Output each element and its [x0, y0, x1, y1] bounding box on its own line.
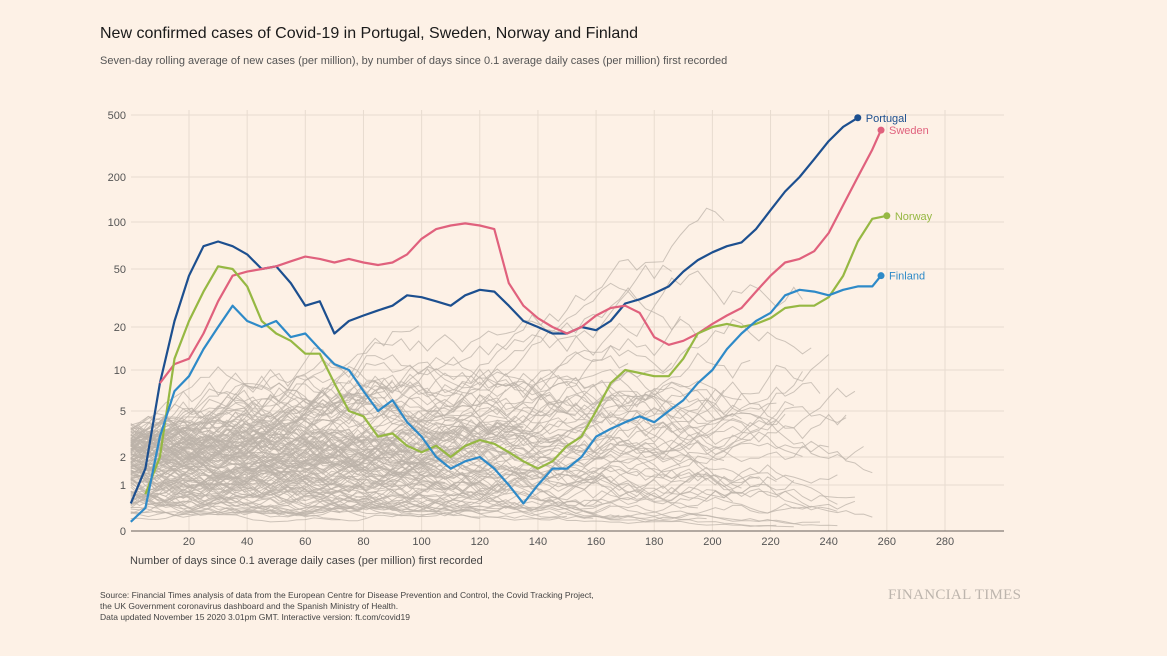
- other-country-line: [130, 316, 681, 460]
- series-label: Sweden: [889, 125, 929, 137]
- series-label: Portugal: [866, 113, 907, 125]
- other-country-line: [130, 431, 367, 463]
- series-end-marker: [883, 212, 891, 220]
- x-tick-label: 120: [471, 536, 489, 548]
- other-country-line: [130, 379, 358, 464]
- other-country-line: [130, 361, 707, 440]
- other-country-line: [130, 475, 795, 512]
- x-tick-label: 260: [878, 536, 896, 548]
- other-country-line: [130, 381, 821, 461]
- other-country-line: [130, 496, 611, 517]
- source-line: Source: Financial Times analysis of data…: [100, 590, 594, 600]
- source-line: Data updated November 15 2020 3.01pm GMT…: [100, 612, 410, 622]
- other-country-line: [130, 442, 332, 479]
- other-country-line: [130, 438, 742, 493]
- y-tick-label: 0: [120, 526, 126, 538]
- y-tick-label: 5: [120, 406, 126, 418]
- y-tick-label: 50: [114, 264, 126, 276]
- other-country-line: [130, 207, 725, 429]
- other-country-line: [130, 392, 463, 455]
- x-tick-label: 280: [936, 536, 954, 548]
- other-country-line: [130, 499, 707, 521]
- y-tick-label: 500: [108, 110, 126, 122]
- other-country-line: [130, 402, 829, 498]
- other-country-line: [130, 429, 838, 492]
- other-country-line: [130, 441, 594, 519]
- source-note: Source: Financial Times analysis of data…: [100, 590, 594, 623]
- y-tick-label: 1: [120, 480, 126, 492]
- x-tick-label: 60: [299, 536, 311, 548]
- series-line-sweden: [159, 129, 883, 384]
- other-country-line: [130, 465, 777, 527]
- series-line-finland: [130, 275, 882, 523]
- series-end-marker: [854, 114, 862, 122]
- other-country-line: [130, 393, 847, 473]
- other-country-line: [130, 369, 620, 456]
- series-line-portugal: [129, 116, 859, 504]
- x-tick-label: 240: [820, 536, 838, 548]
- other-country-line: [130, 479, 821, 525]
- other-country-line: [130, 352, 751, 448]
- x-tick-label: 20: [183, 536, 195, 548]
- other-country-line: [130, 375, 437, 438]
- ft-logo: FINANCIAL TIMES: [888, 587, 1022, 603]
- x-tick-label: 140: [529, 536, 547, 548]
- series-end-marker: [877, 126, 885, 134]
- series-line-norway: [144, 214, 888, 495]
- other-country-line: [130, 431, 803, 491]
- chart-title: New confirmed cases of Covid-19 in Portu…: [100, 25, 639, 42]
- other-country-line: [130, 366, 393, 445]
- x-tick-label: 100: [412, 536, 430, 548]
- other-country-line: [130, 419, 855, 505]
- other-country-line: [130, 431, 271, 456]
- y-tick-label: 2: [120, 452, 126, 464]
- other-country-line: [130, 425, 367, 454]
- other-country-line: [130, 440, 873, 498]
- x-tick-label: 160: [587, 536, 605, 548]
- source-line: the UK Government coronavirus dashboard …: [100, 601, 399, 611]
- x-tick-label: 200: [703, 536, 721, 548]
- chart-subtitle: Seven-day rolling average of new cases (…: [100, 55, 728, 67]
- other-country-line: [130, 394, 507, 515]
- other-country-line: [130, 464, 559, 518]
- y-tick-label: 10: [114, 365, 126, 377]
- x-tick-label: 220: [761, 536, 779, 548]
- other-country-line: [130, 396, 271, 453]
- x-tick-label: 180: [645, 536, 663, 548]
- other-country-line: [130, 397, 864, 461]
- x-axis-label: Number of days since 0.1 average daily c…: [130, 555, 483, 567]
- other-country-line: [130, 428, 638, 503]
- other-country-line: [130, 481, 437, 514]
- series-end-marker: [877, 272, 885, 280]
- y-tick-label: 20: [114, 322, 126, 334]
- other-country-line: [130, 433, 271, 463]
- other-country-line: [130, 410, 550, 500]
- y-tick-label: 200: [108, 172, 126, 184]
- other-country-line: [130, 465, 873, 518]
- other-country-line: [130, 270, 803, 457]
- other-country-line: [130, 473, 838, 513]
- other-country-line: [130, 369, 742, 467]
- series-label: Norway: [895, 211, 933, 223]
- x-tick-label: 80: [357, 536, 369, 548]
- x-tick-label: 40: [241, 536, 253, 548]
- other-country-line: [130, 435, 480, 519]
- y-tick-label: 100: [108, 217, 126, 229]
- series-label: Finland: [889, 271, 925, 283]
- other-country-line: [130, 429, 411, 466]
